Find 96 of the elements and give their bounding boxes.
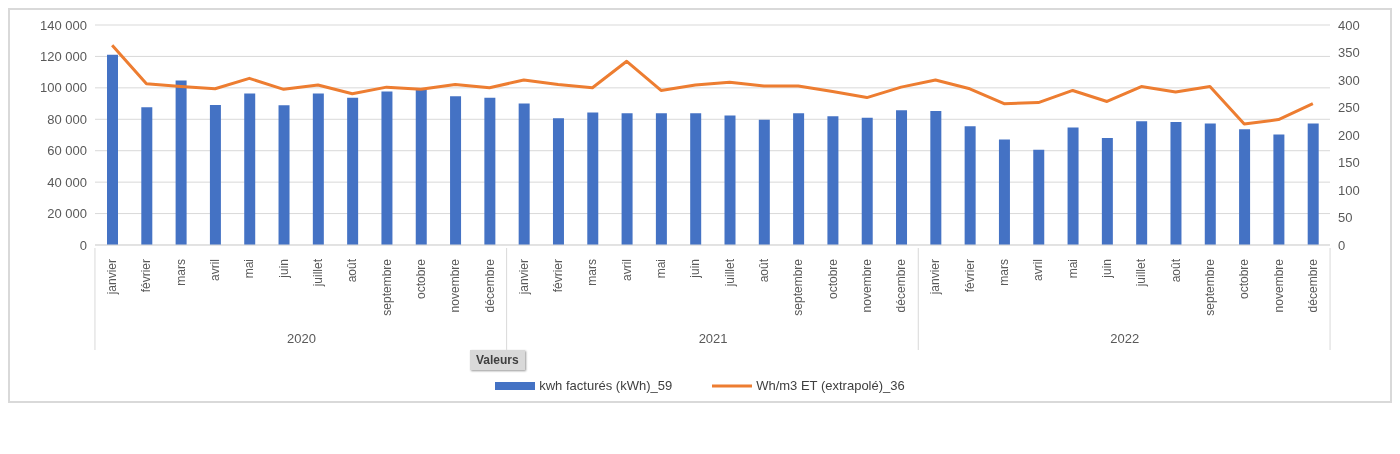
y-tick-label: 120 000 [40,49,87,65]
bar [1067,127,1079,245]
x-tick-label: août [345,258,360,283]
bar [1033,149,1045,245]
bar [655,113,667,245]
legend-label: Wh/m3 ET (extrapolé)_36 [756,378,905,393]
line-series [110,43,1315,126]
x-tick-label: novembre [448,258,463,313]
y-tick-label: 40 000 [47,174,87,190]
bar [107,54,118,245]
legend-title: Valeurs [470,350,525,370]
bar [141,107,153,245]
bar [1273,134,1285,245]
x-tick-label: février [139,259,154,293]
bar [1136,121,1148,245]
x-tick-label: juin [276,259,291,279]
x-tick-label: juillet [310,258,325,288]
bar [484,97,496,245]
bar [1101,137,1113,245]
x-tick-label: décembre [894,258,909,313]
bar [1170,122,1182,245]
y2-tick-label: 200 [1338,127,1360,143]
x-tick-label: novembre [859,258,874,313]
x-tick-label: décembre [482,258,497,313]
y2-tick-label: 250 [1338,100,1360,116]
bar [450,96,462,245]
text: 2020 [286,331,316,346]
y-tick-label: 80 000 [47,111,87,127]
y-tick-label: 0 [79,237,87,253]
x-tick-label: janvier [105,259,120,296]
y2-tick-label: 150 [1338,155,1360,171]
bar [1204,123,1216,245]
bar [793,113,805,245]
bar [827,116,839,245]
x-tick-label: mai [1065,259,1080,279]
y2-tick-label: 50 [1338,210,1353,226]
legend-label: kwh facturés (kWh)_59 [539,378,673,393]
x-tick-label: mai [654,259,669,279]
x-tick-label: septembre [379,258,394,316]
bar [964,126,976,245]
bar [724,115,736,245]
x-tick-label: septembre [1202,258,1217,316]
bar [209,104,221,245]
x-tick-label: avril [619,259,634,282]
x-tick-label: avril [208,259,223,282]
bar [998,139,1010,245]
x-tick-label: juillet [1134,258,1149,288]
y2-tick-label: 400 [1338,17,1360,33]
y-tick-label: 60 000 [47,143,87,159]
y2-tick-label: 350 [1338,45,1360,61]
x-tick-label: juin [688,259,703,279]
bar [861,117,873,245]
bar [690,113,702,245]
x-tick-label: octobre [413,258,428,300]
x-tick-label: octobre [1237,258,1252,300]
x-tick-label: janvier [516,259,531,296]
bar [1307,123,1319,245]
x-tick-label: août [756,258,771,283]
bar [1239,129,1251,245]
bar [621,113,633,245]
y2-tick-label: 300 [1338,72,1360,88]
bar [552,118,564,245]
x-tick-label: mars [997,259,1012,286]
text: 2022 [1110,331,1140,346]
x-tick-label: septembre [791,258,806,316]
x-tick-label: novembre [1271,258,1286,313]
x-tick-label: février [962,259,977,293]
y-tick-label: 20 000 [47,206,87,222]
x-tick-label: janvier [928,259,943,296]
x-tick-label: octobre [825,258,840,300]
y2-tick-label: 0 [1338,237,1346,253]
y2-tick-label: 100 [1338,182,1360,198]
bar [930,111,942,245]
text: 2021 [698,331,728,346]
bar [381,91,393,245]
bar [758,119,770,245]
x-tick-label: juin [1100,259,1115,279]
y-tick-label: 100 000 [40,80,87,96]
x-tick-label: mars [173,259,188,286]
bar [278,105,290,245]
bar [518,103,530,245]
bar [415,89,427,245]
bar [244,93,256,245]
bar [347,97,359,245]
x-tick-label: mai [242,259,257,279]
bar [896,110,908,245]
x-tick-label: avril [1031,259,1046,282]
x-tick-label: mars [585,259,600,286]
y-tick-label: 140 000 [40,17,87,33]
bar [587,112,599,245]
bar [312,93,324,245]
bar [175,80,187,245]
x-tick-label: février [551,259,566,293]
x-tick-label: août [1168,258,1183,283]
x-tick-label: juillet [722,258,737,288]
x-tick-label: décembre [1305,258,1320,313]
